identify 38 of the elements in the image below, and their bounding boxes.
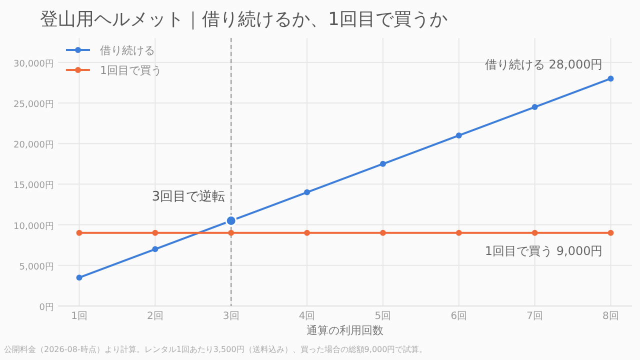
point	[608, 76, 614, 82]
point	[608, 230, 614, 236]
point	[228, 230, 234, 236]
y-tick-label: 0円	[39, 303, 54, 313]
point	[76, 230, 82, 236]
point	[532, 230, 538, 236]
chart-title: 登山用ヘルメット｜借り続けるか、1回目で買うか	[40, 9, 448, 30]
point	[152, 246, 158, 252]
x-tick-label: 7回	[526, 311, 543, 322]
point	[380, 160, 386, 167]
point	[456, 132, 462, 138]
annotation: 3回目で逆転	[152, 190, 226, 205]
x-tick-label: 5回	[374, 311, 392, 322]
y-tick-label: 20,000円	[14, 140, 54, 151]
legend-label: 1回目で買う	[100, 64, 162, 77]
y-tick-label: 5,000円	[19, 262, 54, 272]
x-tick-label: 2回	[147, 311, 164, 322]
x-tick-label: 3回	[222, 311, 240, 322]
y-tick-label: 10,000円	[14, 222, 54, 232]
text: 公開料金（2026-08-時点）より計算。レンタル1回あたり3,500円（送料込み）、買った場合の総額9,000円で試算。	[4, 345, 428, 354]
x-axis-title: 通算の利用回数	[306, 324, 384, 337]
x-tick-label: 8回	[602, 311, 619, 322]
point	[456, 230, 462, 236]
y-tick-label: 15,000円	[14, 181, 54, 192]
point	[152, 230, 158, 236]
legend-label: 借り続ける	[100, 44, 155, 57]
point	[76, 274, 82, 281]
point	[380, 230, 386, 236]
point	[304, 230, 310, 236]
annotation: 借り続ける 28,000円	[484, 58, 603, 72]
y-tick-label: 25,000円	[14, 100, 54, 110]
x-tick-label: 1回	[71, 311, 88, 322]
point	[304, 189, 310, 196]
y-tick-label: 30,000円	[14, 59, 54, 70]
annotation: 1回目で買う 9,000円	[484, 244, 603, 258]
x-tick-label: 6回	[450, 311, 468, 322]
point	[532, 104, 538, 110]
x-tick-label: 4回	[298, 311, 316, 322]
